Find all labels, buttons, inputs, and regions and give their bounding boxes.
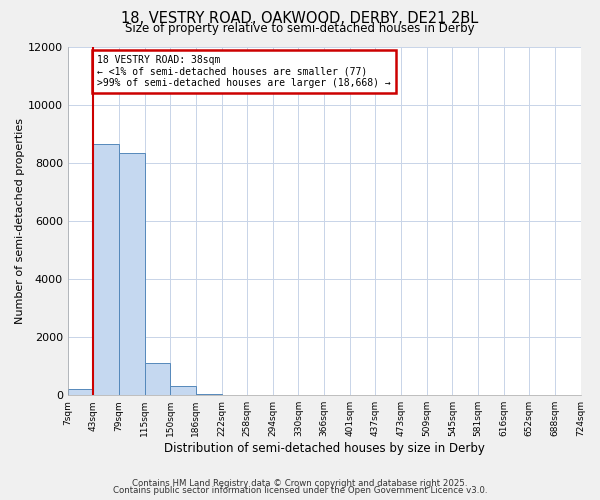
Bar (145, 363, 170, 395)
Bar (68, 390, 94, 395)
X-axis label: Distribution of semi-detached houses by size in Derby: Distribution of semi-detached houses by … (164, 442, 485, 455)
Bar (170, 386, 196, 395)
Text: Contains public sector information licensed under the Open Government Licence v3: Contains public sector information licen… (113, 486, 487, 495)
Text: 18, VESTRY ROAD, OAKWOOD, DERBY, DE21 2BL: 18, VESTRY ROAD, OAKWOOD, DERBY, DE21 2B… (121, 11, 479, 26)
Bar (196, 394, 221, 395)
Y-axis label: Number of semi-detached properties: Number of semi-detached properties (15, 118, 25, 324)
Text: 18 VESTRY ROAD: 38sqm
← <1% of semi-detached houses are smaller (77)
>99% of sem: 18 VESTRY ROAD: 38sqm ← <1% of semi-deta… (97, 55, 391, 88)
Bar (94, 144, 119, 395)
Text: Size of property relative to semi-detached houses in Derby: Size of property relative to semi-detach… (125, 22, 475, 35)
Text: Contains HM Land Registry data © Crown copyright and database right 2025.: Contains HM Land Registry data © Crown c… (132, 478, 468, 488)
Bar (119, 152, 145, 395)
